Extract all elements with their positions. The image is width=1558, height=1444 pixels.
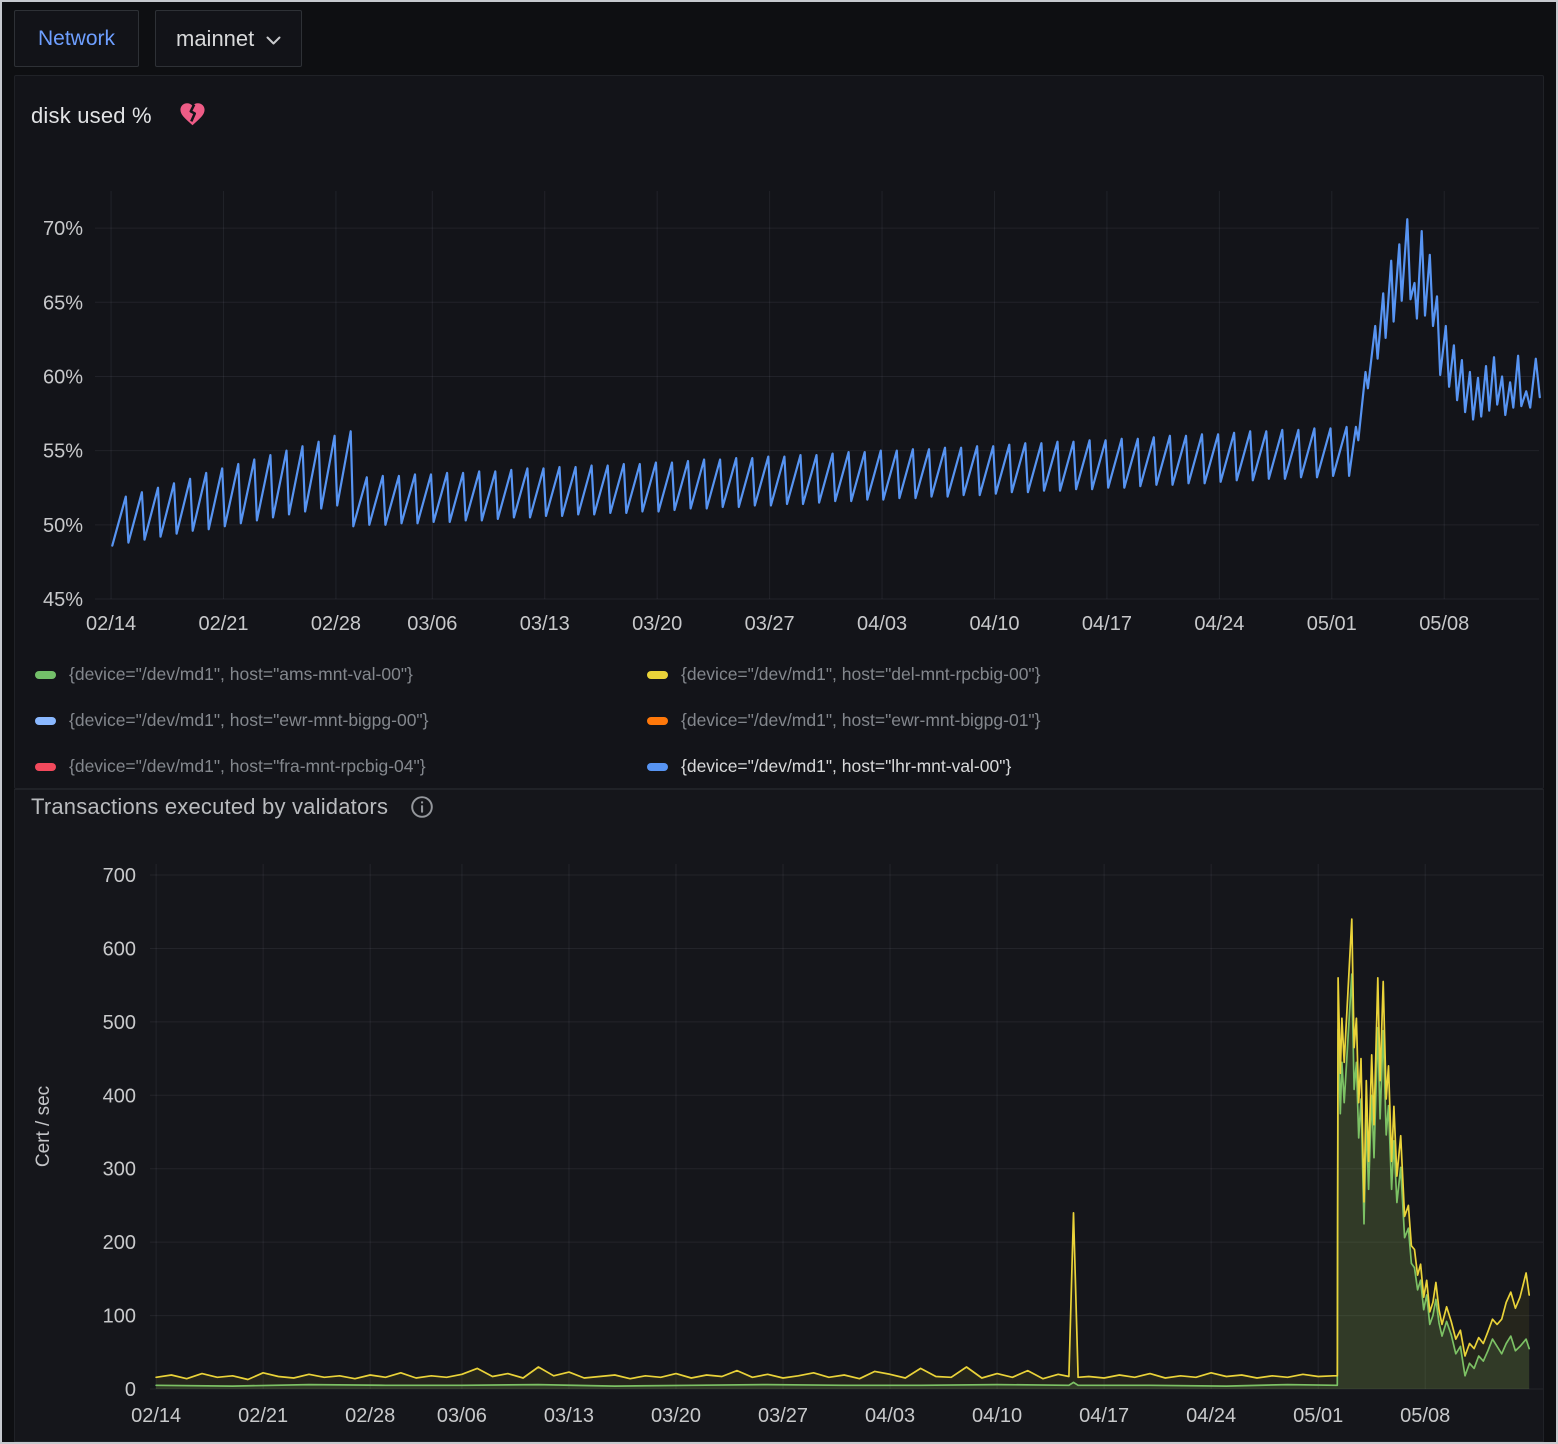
legend-swatch-icon xyxy=(647,717,668,725)
legend-label: {device="/dev/md1", host="del-mnt-rpcbig… xyxy=(681,664,1041,685)
x-tick-label: 03/27 xyxy=(758,1405,808,1427)
x-tick-label: 05/01 xyxy=(1293,1405,1343,1427)
x-tick-label: 04/24 xyxy=(1194,613,1244,635)
network-dropdown[interactable]: mainnet xyxy=(155,10,302,67)
validators-green-line xyxy=(156,974,1529,1386)
grid xyxy=(150,864,1543,1389)
legend-label: {device="/dev/md1", host="lhr-mnt-val-00… xyxy=(681,756,1011,777)
y-tick-label: 400 xyxy=(103,1085,136,1107)
panel-transactions: Transactions executed by validators 02/1… xyxy=(14,789,1544,1442)
x-tick-label: 04/10 xyxy=(972,1405,1022,1427)
x-tick-label: 03/13 xyxy=(520,613,570,635)
x-tick-label: 02/21 xyxy=(238,1405,288,1427)
legend-item[interactable]: {device="/dev/md1", host="ams-mnt-val-00… xyxy=(35,664,647,685)
network-dropdown-value: mainnet xyxy=(176,26,254,52)
x-tick-label: 02/14 xyxy=(86,613,136,635)
y-tick-label: 50% xyxy=(43,515,83,537)
x-tick-label: 04/03 xyxy=(865,1405,915,1427)
legend-swatch-icon xyxy=(35,717,56,725)
disk-used-legend: {device="/dev/md1", host="ams-mnt-val-00… xyxy=(35,664,1041,777)
y-tick-label: 55% xyxy=(43,441,83,463)
y-tick-label: 45% xyxy=(43,589,83,611)
y-tick-label: 500 xyxy=(103,1012,136,1034)
transactions-chart[interactable]: 02/14 02/21 02/28 03/06 03/13 03/20 03/27 04/03… xyxy=(15,790,1543,1441)
axes: 02/14 02/21 02/28 03/06 03/13 03/20 03/27 04/03… xyxy=(33,865,1450,1427)
y-tick-label: 300 xyxy=(103,1159,136,1181)
x-tick-label: 03/06 xyxy=(407,613,457,635)
series xyxy=(112,219,1540,545)
y-tick-label: 60% xyxy=(43,366,83,388)
y-tick-label: 70% xyxy=(43,218,83,240)
legend-item[interactable]: {device="/dev/md1", host="fra-mnt-rpcbig… xyxy=(35,756,647,777)
network-variable-label-text: Network xyxy=(38,27,115,51)
axes: 02/14 02/21 02/28 03/06 03/13 03/20 03/27 04/03… xyxy=(43,218,1469,635)
x-tick-label: 03/06 xyxy=(437,1405,487,1427)
x-tick-label: 02/28 xyxy=(345,1405,395,1427)
legend-swatch-icon xyxy=(35,763,56,771)
legend-item[interactable]: {device="/dev/md1", host="lhr-mnt-val-00… xyxy=(647,756,1041,777)
x-tick-label: 04/17 xyxy=(1079,1405,1129,1427)
x-tick-label: 04/24 xyxy=(1186,1405,1236,1427)
y-tick-label: 100 xyxy=(103,1306,136,1328)
validators-yellow-line xyxy=(156,919,1529,1379)
legend-swatch-icon xyxy=(647,671,668,679)
x-tick-label: 05/08 xyxy=(1419,613,1469,635)
y-tick-label: 200 xyxy=(103,1232,136,1254)
grid xyxy=(95,191,1539,599)
legend-swatch-icon xyxy=(647,763,668,771)
network-variable-label: Network xyxy=(14,10,139,67)
panel-disk-used: disk used % 02/1402/2102/2803/0603/1303/… xyxy=(14,75,1544,789)
x-tick-label: 03/20 xyxy=(632,613,682,635)
x-tick-label: 02/21 xyxy=(198,613,248,635)
legend-label: {device="/dev/md1", host="ams-mnt-val-00… xyxy=(69,664,413,685)
x-tick-label: 05/08 xyxy=(1400,1405,1450,1427)
{device="/dev/md1", host="lhr-mnt-val-00"}-line xyxy=(112,219,1540,545)
legend-item[interactable]: {device="/dev/md1", host="ewr-mnt-bigpg-… xyxy=(647,710,1041,731)
x-tick-label: 04/17 xyxy=(1082,613,1132,635)
legend-item[interactable]: {device="/dev/md1", host="ewr-mnt-bigpg-… xyxy=(35,710,647,731)
validators-green-area xyxy=(156,974,1529,1389)
x-tick-label: 03/20 xyxy=(651,1405,701,1427)
grafana-dashboard: Network mainnet disk used % 02/1402/2102… xyxy=(0,0,1558,1444)
legend-label: {device="/dev/md1", host="ewr-mnt-bigpg-… xyxy=(681,710,1041,731)
legend-label: {device="/dev/md1", host="fra-mnt-rpcbig… xyxy=(69,756,426,777)
legend-item[interactable]: {device="/dev/md1", host="del-mnt-rpcbig… xyxy=(647,664,1041,685)
series xyxy=(156,919,1529,1389)
validators-yellow-area xyxy=(156,919,1529,1389)
x-tick-label: 03/13 xyxy=(544,1405,594,1427)
x-tick-label: 02/14 xyxy=(131,1405,181,1427)
legend-swatch-icon xyxy=(35,671,56,679)
legend-label: {device="/dev/md1", host="ewr-mnt-bigpg-… xyxy=(69,710,429,731)
x-tick-label: 03/27 xyxy=(745,613,795,635)
x-tick-label: 04/03 xyxy=(857,613,907,635)
x-tick-label: 04/10 xyxy=(969,613,1019,635)
y-tick-label: 600 xyxy=(103,938,136,960)
x-tick-label: 02/28 xyxy=(311,613,361,635)
y-axis-title: Cert / sec xyxy=(33,1086,54,1167)
y-tick-label: 0 xyxy=(125,1379,136,1401)
y-tick-label: 65% xyxy=(43,292,83,314)
x-tick-label: 05/01 xyxy=(1307,613,1357,635)
chevron-down-icon xyxy=(266,36,281,46)
y-tick-label: 700 xyxy=(103,865,136,887)
